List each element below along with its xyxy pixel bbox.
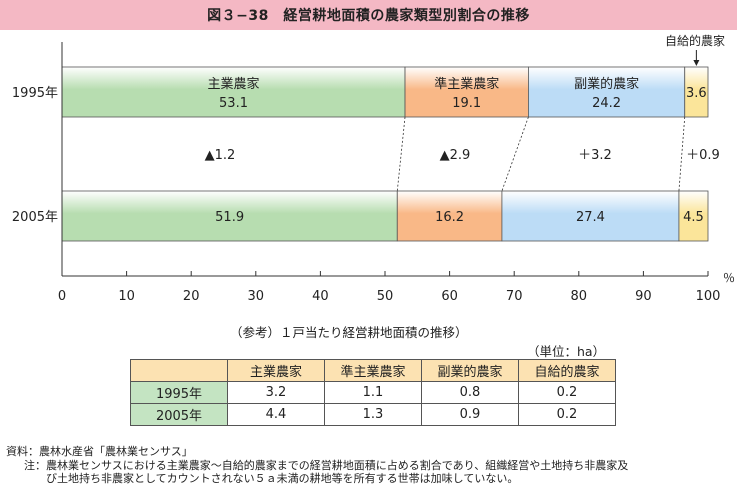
bar-segment	[678, 190, 709, 242]
bar-segment	[528, 66, 686, 118]
segment-series-label: 準主業農家	[434, 76, 499, 92]
table-cell: 3.2	[227, 381, 325, 404]
segment-value-label: 24.2	[592, 96, 621, 111]
table-cell: 1.1	[324, 381, 422, 404]
category-label: 2005年	[12, 210, 58, 225]
x-tick-label: 90	[635, 289, 652, 304]
x-tick-label: 60	[441, 289, 458, 304]
bar-segment	[684, 66, 709, 118]
segment-series-label: 主業農家	[208, 76, 260, 92]
connector-line	[501, 116, 529, 192]
segment-value-label: 3.6	[686, 86, 707, 101]
connector-line	[396, 116, 406, 192]
change-label: ▲2.9	[440, 148, 471, 163]
table-row: 1995年 3.2 1.1 0.8 0.2	[130, 381, 616, 404]
source-note: 資料：農林水産省「農林業センサス」	[6, 445, 193, 458]
table-row: 2005年 4.4 1.3 0.9 0.2	[130, 403, 616, 426]
segment-series-label: 副業的農家	[574, 76, 639, 92]
table-header-cell: 準主業農家	[324, 359, 422, 382]
table-header-cell: 副業的農家	[421, 359, 519, 382]
title-bar	[0, 0, 737, 30]
x-tick-label: 70	[506, 289, 523, 304]
change-label: ▲1.2	[205, 148, 236, 163]
change-label: ＋3.2	[578, 148, 612, 163]
table-cell: 0.2	[518, 403, 616, 426]
callout-arrow-head	[693, 60, 700, 66]
x-tick-label: 30	[248, 289, 265, 304]
figure-title: 図３−38 経営耕地面積の農家類型別割合の推移	[207, 8, 530, 24]
table-row-label: 1995年	[130, 381, 228, 404]
table-corner-cell	[130, 359, 228, 382]
notes: 資料：農林水産省「農林業センサス」 注：農林業センサスにおける主業農家〜自給的農…	[6, 445, 628, 486]
segment-value-label: 16.2	[435, 210, 464, 225]
x-tick-label: 100	[696, 289, 721, 304]
footnote-line-1: 注：農林業センサスにおける主業農家〜自給的農家までの経営耕地面積に占める割合であ…	[24, 458, 629, 472]
table-cell: 4.4	[227, 403, 325, 426]
table-header-cell: 自給的農家	[518, 359, 616, 382]
reference-title: （参考）１戸当たり経営耕地面積の推移）	[230, 325, 468, 340]
x-tick-label: 20	[183, 289, 200, 304]
bar-segment	[61, 190, 398, 242]
callout-label: 自給的農家	[665, 33, 725, 48]
table-row-label: 2005年	[130, 403, 228, 426]
x-tick-label: 80	[571, 289, 588, 304]
segment-value-label: 19.1	[452, 96, 481, 111]
reference-table: 主業農家 準主業農家 副業的農家 自給的農家 1995年 3.2 1.1 0.8…	[130, 359, 616, 426]
segment-value-label: 27.4	[576, 210, 605, 225]
table-cell: 1.3	[324, 403, 422, 426]
x-tick-label: 10	[118, 289, 135, 304]
segment-value-label: 4.5	[683, 210, 704, 225]
table-cell: 0.8	[421, 381, 519, 404]
table-cell: 0.2	[518, 381, 616, 404]
x-tick-label: 0	[58, 289, 66, 304]
x-unit-label: ％	[723, 271, 735, 285]
bar-segment	[61, 66, 406, 118]
footnote-line-2: び土地持ち非農家としてカウントされない５ａ未満の耕地等を所有する世帯は加味してい…	[46, 472, 519, 485]
bar-segment	[501, 190, 680, 242]
category-label: 1995年	[12, 86, 58, 101]
change-label: ＋0.9	[686, 148, 720, 163]
segment-value-label: 53.1	[219, 96, 248, 111]
connector-line	[678, 116, 686, 192]
x-tick-label: 40	[312, 289, 329, 304]
table-header-row: 主業農家 準主業農家 副業的農家 自給的農家	[130, 359, 616, 382]
bar-segment	[396, 190, 503, 242]
table-header-cell: 主業農家	[227, 359, 325, 382]
x-tick-label: 50	[377, 289, 394, 304]
reference-unit: （単位：ha）	[527, 344, 606, 359]
stacked-bar-chart: 主業農家 53.1 準主業農家 19.1 副業的農家 24.2 3.6 1995年 51.9 16…	[12, 33, 735, 304]
segment-value-label: 51.9	[215, 210, 244, 225]
table-cell: 0.9	[421, 403, 519, 426]
